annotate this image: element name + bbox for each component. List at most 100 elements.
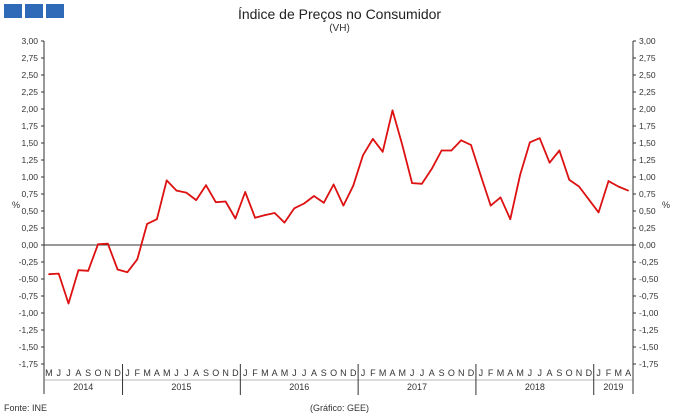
month-label: J xyxy=(243,368,248,378)
data-point xyxy=(283,221,286,224)
year-label: 2019 xyxy=(603,382,623,392)
month-label: J xyxy=(528,368,533,378)
y-tick-label-left: 0,75 xyxy=(21,189,38,199)
month-label: J xyxy=(410,368,415,378)
y-tick-label-left: 1,50 xyxy=(21,138,38,148)
chart-title: Índice de Preços no Consumidor xyxy=(237,6,442,22)
data-point xyxy=(175,189,178,192)
month-label: A xyxy=(507,368,513,378)
data-point xyxy=(195,199,197,201)
data-point xyxy=(67,302,70,305)
y-tick-label-right: 2,00 xyxy=(639,104,656,114)
credit-note: (Gráfico: GEE) xyxy=(309,403,369,413)
data-point xyxy=(588,198,590,201)
data-point xyxy=(597,211,600,214)
month-label: D xyxy=(114,368,121,378)
data-point xyxy=(313,195,315,197)
data-point xyxy=(322,202,325,204)
y-tick-label-right: -0,50 xyxy=(639,274,659,284)
month-label: O xyxy=(448,368,455,378)
month-label: M xyxy=(497,368,505,378)
y-tick-label-right: 1,75 xyxy=(639,121,656,131)
month-label: F xyxy=(135,368,141,378)
data-point xyxy=(332,183,335,186)
data-point xyxy=(440,149,443,152)
data-point xyxy=(116,268,119,271)
month-label: J xyxy=(596,368,601,378)
month-label: A xyxy=(272,368,278,378)
month-label: J xyxy=(56,368,61,378)
data-point xyxy=(87,270,89,272)
y-tick-label-right: 0,75 xyxy=(639,189,656,199)
data-point xyxy=(548,161,551,164)
y-tick-label-left: -1,00 xyxy=(19,308,39,318)
y-tick-label-left: 1,75 xyxy=(21,121,38,131)
month-label: A xyxy=(154,368,160,378)
month-label: A xyxy=(547,368,553,378)
y-axis-label-right: % xyxy=(662,200,670,210)
month-label: F xyxy=(252,368,258,378)
data-point xyxy=(48,273,50,276)
data-point xyxy=(57,272,60,275)
data-point xyxy=(136,258,139,261)
data-point xyxy=(273,212,276,214)
data-point xyxy=(509,218,512,220)
month-label: A xyxy=(311,368,317,378)
data-point xyxy=(126,271,129,274)
data-point xyxy=(607,180,610,182)
data-point xyxy=(185,191,188,194)
y-tick-label-right: 0,25 xyxy=(639,223,656,233)
data-point xyxy=(165,179,168,182)
y-tick-label-right: 1,25 xyxy=(639,155,656,165)
month-label: J xyxy=(125,368,130,378)
data-point xyxy=(97,243,99,246)
month-label: O xyxy=(330,368,337,378)
data-point xyxy=(303,202,305,205)
series-line xyxy=(48,109,629,305)
data-point xyxy=(617,185,620,188)
y-tick-label-left: 0,25 xyxy=(21,223,38,233)
year-label: 2014 xyxy=(73,382,93,392)
month-label: A xyxy=(193,368,199,378)
month-label: M xyxy=(261,368,269,378)
y-tick-label-left: 1,25 xyxy=(21,155,38,165)
month-label: N xyxy=(458,368,465,378)
month-label: S xyxy=(85,368,91,378)
month-label: D xyxy=(586,368,593,378)
data-point xyxy=(460,139,463,142)
data-point xyxy=(499,196,502,199)
cpi-line-chart: 3,00 2,75 2,50 2,25 2,00 1,75 1,50 1,25 1,00 0,75… xyxy=(12,36,670,395)
data-point xyxy=(264,214,266,216)
month-label: M xyxy=(281,368,289,378)
data-point xyxy=(342,204,345,207)
y-tick-label-right: 1,50 xyxy=(639,138,656,148)
data-point xyxy=(627,189,629,192)
data-point xyxy=(372,138,374,140)
month-label: J xyxy=(292,368,297,378)
month-label: M xyxy=(516,368,524,378)
y-tick-label-right: 1,00 xyxy=(639,172,656,182)
chart-subtitle: (VH) xyxy=(329,23,350,34)
y-tick-label-right: 0,00 xyxy=(639,240,656,250)
month-label: O xyxy=(212,368,219,378)
year-label: 2015 xyxy=(171,382,191,392)
data-point xyxy=(421,183,423,185)
month-label: A xyxy=(75,368,81,378)
data-point xyxy=(529,141,531,144)
year-label: 2018 xyxy=(525,382,545,392)
y-tick-label-left: 0,00 xyxy=(21,240,38,250)
month-label: D xyxy=(468,368,475,378)
month-label: J xyxy=(302,368,307,378)
data-point xyxy=(519,174,521,176)
data-point xyxy=(293,207,296,210)
month-label: N xyxy=(105,368,112,378)
data-point xyxy=(480,174,482,177)
month-label: S xyxy=(439,368,445,378)
data-point xyxy=(381,151,384,153)
y-tick-label-left: -1,50 xyxy=(19,342,39,352)
y-tick-label-right: 0,50 xyxy=(639,206,656,216)
year-label: 2017 xyxy=(407,382,427,392)
month-label: N xyxy=(576,368,583,378)
data-point xyxy=(214,201,217,203)
y-tick-label-right: -1,00 xyxy=(639,308,659,318)
